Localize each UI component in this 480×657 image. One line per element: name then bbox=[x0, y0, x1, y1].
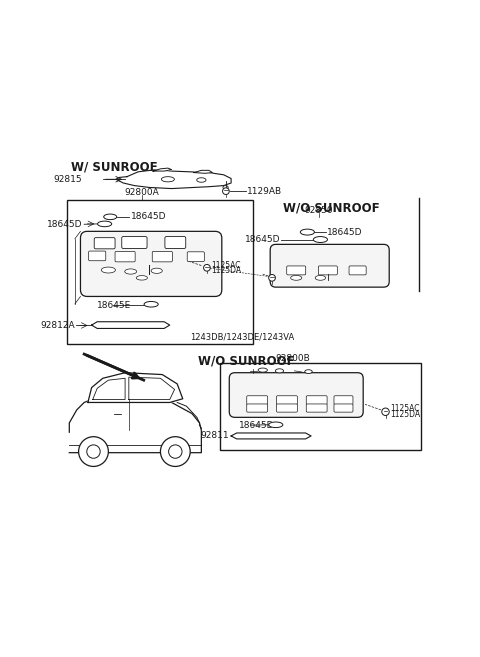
FancyBboxPatch shape bbox=[270, 244, 389, 287]
FancyBboxPatch shape bbox=[276, 396, 297, 405]
Polygon shape bbox=[88, 373, 183, 403]
Circle shape bbox=[79, 437, 108, 466]
Polygon shape bbox=[194, 170, 213, 173]
Text: 1125DA: 1125DA bbox=[390, 410, 420, 419]
Ellipse shape bbox=[151, 268, 162, 273]
Ellipse shape bbox=[291, 275, 302, 281]
FancyBboxPatch shape bbox=[276, 404, 297, 412]
Text: 92800B: 92800B bbox=[275, 354, 310, 363]
Circle shape bbox=[223, 188, 229, 194]
Text: 92815: 92815 bbox=[54, 175, 83, 184]
Ellipse shape bbox=[136, 276, 147, 280]
FancyBboxPatch shape bbox=[94, 238, 115, 249]
Ellipse shape bbox=[276, 369, 284, 373]
FancyBboxPatch shape bbox=[247, 396, 267, 405]
Circle shape bbox=[269, 275, 276, 281]
Text: 1125AC: 1125AC bbox=[390, 404, 420, 413]
Text: 18645D: 18645D bbox=[131, 212, 166, 221]
Polygon shape bbox=[153, 168, 172, 171]
FancyBboxPatch shape bbox=[318, 266, 337, 275]
Text: 92850: 92850 bbox=[304, 206, 333, 215]
Bar bbox=[220, 363, 421, 450]
Text: 18645D: 18645D bbox=[245, 235, 280, 244]
Ellipse shape bbox=[144, 302, 158, 307]
FancyBboxPatch shape bbox=[349, 266, 366, 275]
Text: 1125AC: 1125AC bbox=[211, 261, 241, 270]
FancyBboxPatch shape bbox=[306, 404, 327, 412]
Circle shape bbox=[204, 265, 210, 271]
Circle shape bbox=[160, 437, 190, 466]
Text: 18645D: 18645D bbox=[327, 227, 362, 237]
FancyBboxPatch shape bbox=[229, 373, 363, 417]
Text: 92800A: 92800A bbox=[124, 188, 159, 197]
Text: 18645D: 18645D bbox=[47, 220, 83, 229]
Text: 18645E: 18645E bbox=[239, 420, 273, 430]
Ellipse shape bbox=[258, 368, 267, 372]
Ellipse shape bbox=[269, 422, 283, 428]
Circle shape bbox=[168, 445, 182, 459]
FancyBboxPatch shape bbox=[152, 252, 172, 262]
FancyBboxPatch shape bbox=[247, 404, 267, 412]
FancyBboxPatch shape bbox=[89, 251, 106, 261]
Ellipse shape bbox=[305, 370, 312, 373]
Ellipse shape bbox=[315, 275, 325, 281]
Ellipse shape bbox=[161, 177, 174, 182]
Circle shape bbox=[382, 408, 389, 415]
Bar bbox=[67, 200, 253, 344]
Text: W/ SUNROOF: W/ SUNROOF bbox=[71, 161, 158, 173]
Polygon shape bbox=[231, 433, 311, 439]
Polygon shape bbox=[116, 170, 231, 189]
Text: W/O SUNROOF: W/O SUNROOF bbox=[283, 202, 380, 215]
FancyBboxPatch shape bbox=[287, 266, 306, 275]
Text: 92811: 92811 bbox=[200, 432, 229, 440]
Text: 1243DB/1243DE/1243VA: 1243DB/1243DE/1243VA bbox=[190, 332, 294, 342]
Ellipse shape bbox=[104, 214, 117, 219]
Ellipse shape bbox=[197, 178, 206, 182]
Text: 1129AB: 1129AB bbox=[247, 187, 282, 196]
FancyBboxPatch shape bbox=[306, 396, 327, 405]
Ellipse shape bbox=[101, 267, 115, 273]
FancyBboxPatch shape bbox=[115, 252, 135, 262]
Ellipse shape bbox=[97, 221, 112, 227]
Ellipse shape bbox=[313, 237, 327, 242]
Ellipse shape bbox=[125, 269, 137, 274]
FancyBboxPatch shape bbox=[81, 231, 222, 296]
FancyBboxPatch shape bbox=[187, 252, 204, 261]
FancyBboxPatch shape bbox=[334, 396, 353, 405]
FancyBboxPatch shape bbox=[334, 404, 353, 412]
FancyBboxPatch shape bbox=[122, 237, 147, 248]
Ellipse shape bbox=[300, 229, 314, 235]
Text: 92812A: 92812A bbox=[40, 321, 75, 330]
Text: W/O SUNROOF: W/O SUNROOF bbox=[198, 354, 294, 367]
Ellipse shape bbox=[223, 185, 228, 189]
Polygon shape bbox=[92, 322, 170, 328]
Text: 18645E: 18645E bbox=[97, 300, 132, 309]
FancyBboxPatch shape bbox=[165, 237, 186, 248]
Text: 1125DA: 1125DA bbox=[211, 266, 241, 275]
Polygon shape bbox=[69, 399, 202, 453]
Circle shape bbox=[87, 445, 100, 459]
